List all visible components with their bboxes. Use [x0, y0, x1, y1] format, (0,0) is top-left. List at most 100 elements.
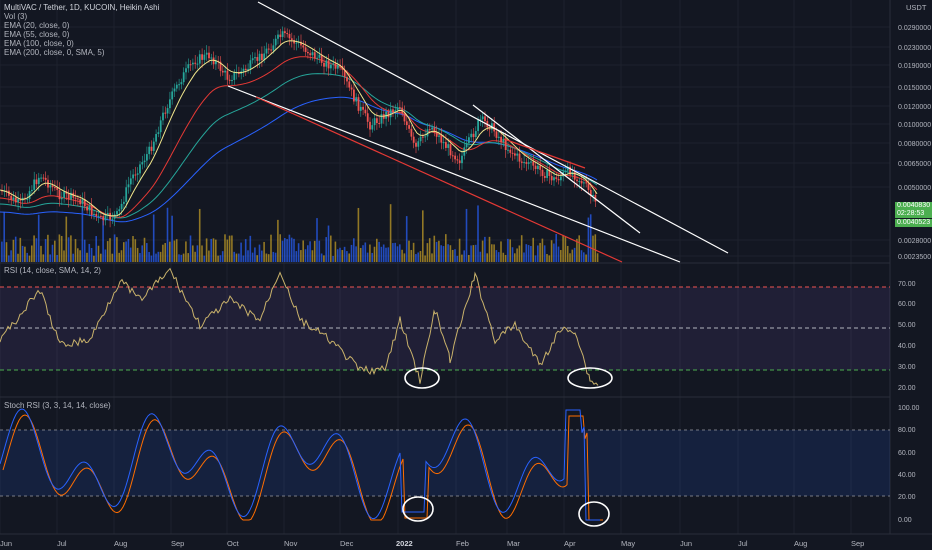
candle-body — [589, 189, 592, 196]
volume-bar — [435, 241, 438, 262]
stoch-band — [0, 430, 890, 496]
annotation-circle-stoch-apr[interactable] — [578, 501, 610, 527]
volume-bar — [396, 246, 399, 262]
candle-body — [120, 203, 123, 210]
stoch-axis[interactable]: 100.00 80.00 60.00 40.00 20.00 0.00 — [898, 405, 920, 524]
volume-bar — [139, 253, 141, 262]
volume-bar — [484, 236, 486, 262]
volume-bar — [238, 253, 240, 262]
trendline-upper-wedge[interactable] — [257, 1, 729, 254]
candle-body — [254, 57, 256, 59]
volume-bar — [157, 251, 160, 262]
indicator-volume[interactable]: Vol (3) — [4, 12, 28, 21]
candle-body — [424, 136, 427, 138]
candle-body — [205, 52, 208, 55]
volume-bar — [70, 235, 72, 262]
price-tick: 0.0050000 — [898, 185, 931, 192]
trendline-red-support[interactable] — [255, 96, 623, 263]
candle-body — [12, 197, 15, 200]
time-label-sep: Sep — [171, 539, 185, 548]
trendline-red-short[interactable] — [503, 138, 586, 169]
indicator-ema-55[interactable]: EMA (55, close, 0) — [4, 30, 70, 39]
time-label-apr: Apr — [564, 539, 576, 548]
candle-body — [366, 113, 369, 122]
candle-body — [116, 211, 118, 215]
stoch-rsi-pane[interactable] — [0, 408, 890, 527]
stoch-legend[interactable]: Stoch RSI (3, 3, 14, 14, close) — [4, 401, 111, 410]
indicator-ema-200[interactable]: EMA (200, close, 0, SMA, 5) — [4, 48, 105, 57]
candle-body — [109, 212, 111, 220]
candle-body — [189, 64, 192, 66]
candle-body — [146, 154, 148, 161]
indicator-ema-20[interactable]: EMA (20, close, 0) — [4, 21, 70, 30]
volume-bar — [215, 239, 217, 262]
volume-bar — [116, 237, 118, 262]
volume-bar — [323, 255, 325, 262]
candle-body — [123, 201, 125, 204]
price-axis[interactable]: 0.0290000 0.0230000 0.0190000 0.0150000 … — [898, 25, 931, 261]
volume-bar — [433, 235, 436, 262]
volume-bar — [385, 247, 387, 262]
currency-label[interactable]: USDT — [906, 3, 927, 12]
volume-bar — [419, 250, 422, 262]
price-pane[interactable] — [0, 1, 729, 263]
volume-bar — [348, 253, 350, 262]
volume-bar — [405, 216, 408, 262]
candle-body — [585, 182, 588, 184]
trendline-inner-top[interactable] — [472, 104, 641, 234]
annotation-circle-rsi-jan[interactable] — [404, 367, 440, 389]
volume-bar — [33, 235, 35, 262]
candle-body — [256, 57, 259, 61]
trendline-lower-wedge[interactable] — [227, 85, 681, 263]
rsi-tick: 70.00 — [898, 281, 916, 288]
volume-bar — [221, 251, 224, 262]
volume-bar — [566, 245, 569, 262]
symbol-title[interactable]: MultiVAC / Tether, 1D, KUCOIN, Heikin As… — [4, 3, 160, 12]
volume-bar — [194, 251, 196, 262]
volume-bar — [587, 217, 590, 262]
rsi-legend[interactable]: RSI (14, close, SMA, 14, 2) — [4, 266, 101, 275]
candle-body — [543, 175, 546, 178]
annotation-circle-stoch-jan[interactable] — [402, 496, 434, 522]
volume-bar — [382, 244, 385, 262]
volume-bar — [334, 241, 337, 262]
volume-bar — [576, 238, 578, 262]
rsi-pane[interactable] — [0, 267, 890, 389]
candle-body — [481, 116, 484, 120]
candle-body — [56, 187, 59, 190]
volume-bar — [58, 234, 61, 262]
candle-body — [74, 197, 77, 199]
candle-body — [592, 194, 594, 196]
volume-bar — [244, 239, 247, 262]
volume-bar — [585, 254, 587, 262]
volume-bar — [26, 252, 28, 262]
volume-bar — [129, 247, 132, 262]
candle-body — [302, 45, 305, 48]
volume-bar — [286, 239, 288, 262]
candle-body — [468, 137, 470, 144]
candle-body — [461, 155, 463, 164]
volume-bar — [330, 235, 332, 262]
current-price-value: 0.0040830 — [897, 202, 931, 209]
volume-bar — [532, 237, 534, 262]
volume-bar — [74, 239, 77, 262]
volume-bar — [486, 253, 488, 262]
candle-body — [548, 169, 551, 176]
candle-body — [477, 120, 479, 132]
volume-bar — [10, 250, 12, 262]
volume-bar — [40, 245, 42, 262]
candle-body — [90, 205, 93, 216]
volume-bar — [201, 245, 203, 262]
annotation-circle-rsi-apr[interactable] — [567, 367, 613, 389]
volume-bar — [8, 255, 10, 262]
rsi-axis[interactable]: 70.00 60.00 50.00 40.00 30.00 20.00 — [898, 281, 916, 392]
volume-bar — [325, 237, 327, 262]
stoch-k-line — [0, 408, 600, 521]
indicator-ema-100[interactable]: EMA (100, close, 0) — [4, 39, 74, 48]
volume-bar — [106, 241, 109, 262]
volume-bar — [132, 236, 134, 262]
candle-body — [325, 60, 328, 67]
candle-body — [566, 166, 569, 171]
volume-bar — [410, 249, 413, 262]
